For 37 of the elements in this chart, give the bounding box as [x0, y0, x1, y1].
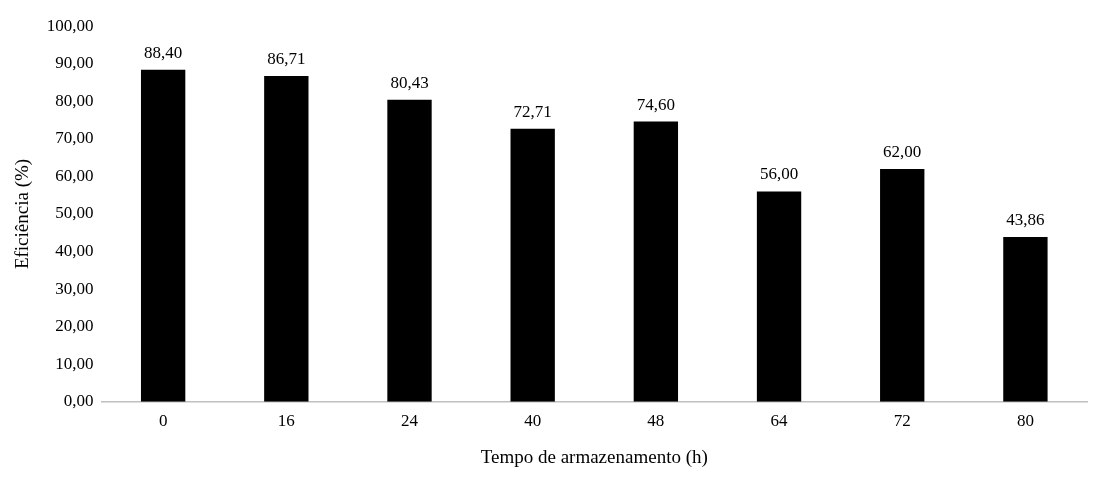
x-tick-label: 48: [647, 411, 665, 431]
y-tick-label: 50,00: [55, 203, 94, 223]
data-label: 62,00: [883, 141, 922, 161]
y-axis-title: Eficiência (%): [11, 158, 34, 270]
bar: [633, 121, 679, 402]
x-tick-label: 0: [158, 411, 168, 431]
data-label: 86,71: [267, 49, 306, 69]
bar: [880, 168, 925, 402]
y-tick-label: 40,00: [55, 241, 94, 261]
bar: [510, 128, 555, 402]
bar: [140, 69, 186, 402]
bar: [1003, 237, 1048, 402]
x-tick-label: 80: [1016, 411, 1034, 431]
bar: [387, 99, 432, 402]
x-tick-label: 16: [277, 411, 295, 431]
x-tick-label: 64: [770, 411, 789, 431]
y-tick-label: 10,00: [55, 353, 94, 373]
x-tick-label: 24: [401, 411, 419, 431]
y-tick-label: 60,00: [55, 165, 94, 185]
y-tick-label: 70,00: [55, 128, 94, 148]
data-label: 88,40: [144, 42, 183, 62]
y-tick-label: 100,00: [46, 15, 94, 35]
y-tick-label: 20,00: [55, 316, 94, 336]
y-tick-label: 0,00: [63, 391, 94, 411]
x-tick-label: 72: [893, 411, 911, 431]
data-label: 74,60: [636, 94, 675, 114]
y-tick-label: 90,00: [55, 53, 94, 73]
y-tick-label: 30,00: [55, 278, 94, 298]
data-label: 80,43: [390, 72, 429, 92]
bar: [756, 191, 802, 402]
x-axis-title: Tempo de armazenamento (h): [480, 445, 708, 468]
data-label: 72,71: [513, 101, 552, 121]
data-label: 56,00: [759, 164, 799, 184]
data-label: 43,86: [1006, 210, 1045, 230]
x-tick-label: 40: [524, 411, 542, 431]
y-tick-label: 80,00: [55, 90, 94, 110]
bar: [264, 76, 309, 402]
